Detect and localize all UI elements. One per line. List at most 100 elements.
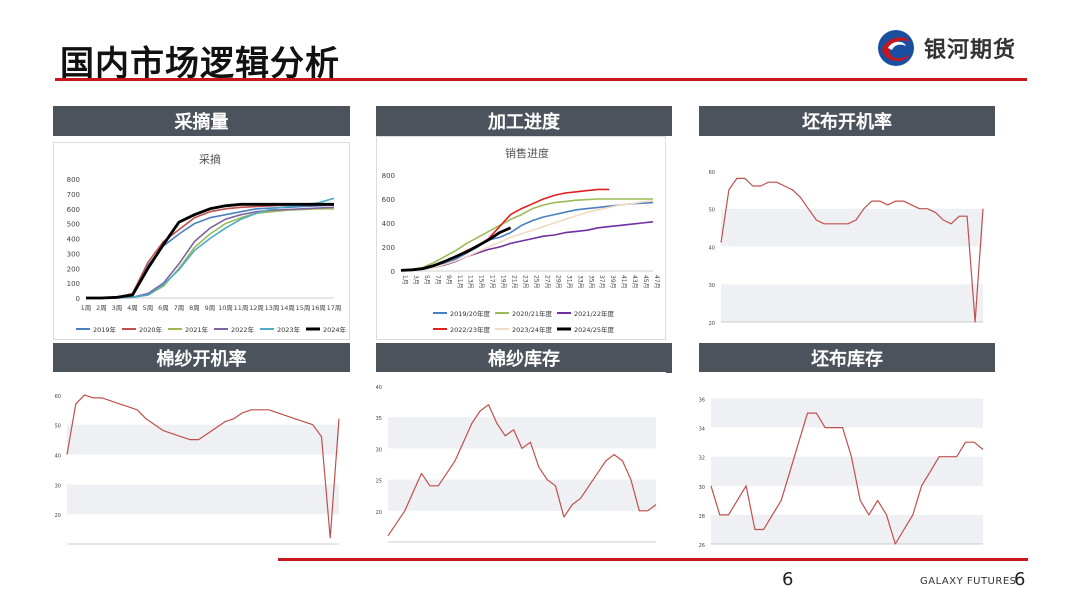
x-tick-label: 17周 <box>327 304 342 312</box>
y-tick-label: 30 <box>699 485 705 491</box>
x-tick-label: 14周 <box>280 304 295 312</box>
x-tick-label: 11月 <box>456 275 463 289</box>
legend-label: 2024年 <box>323 325 347 334</box>
chart-yarn-stock: 20 25 30 35 40 <box>376 372 666 556</box>
y-tick-label: 300 <box>67 250 80 258</box>
series-line <box>710 412 984 545</box>
x-tick-label: 19月 <box>500 275 507 289</box>
plot-band <box>67 424 339 455</box>
series-line <box>86 197 335 299</box>
x-tick-label: 39月 <box>609 275 616 289</box>
x-tick-label: 9月 <box>445 275 452 285</box>
x-tick-label: 9周 <box>205 304 216 312</box>
brand-logo: 银河期货 <box>876 28 1030 68</box>
chart-title: 销售进度 <box>505 146 549 160</box>
y-tick-label: 30 <box>55 483 61 489</box>
x-tick-label: 16周 <box>311 304 326 312</box>
series-line <box>86 202 334 300</box>
panel-header-greycloth-stock: 坯布库存 <box>699 343 995 373</box>
legend-label: 2022年 <box>231 325 255 334</box>
y-tick-label: 28 <box>699 514 705 520</box>
y-tick-label: 200 <box>67 265 80 273</box>
panel-header-yarn-rate: 棉纱开机率 <box>53 343 350 373</box>
y-tick-label: 100 <box>67 280 80 288</box>
page-title: 国内市场逻辑分析 <box>60 44 340 84</box>
y-tick-label: 20 <box>55 513 61 519</box>
plot-band <box>388 417 656 449</box>
y-tick-label: 60 <box>709 170 715 176</box>
x-tick-label: 7月 <box>434 275 441 285</box>
series-line <box>66 394 340 539</box>
x-tick-label: 7周 <box>174 304 185 312</box>
chart-picking: 采摘 0 100 200 300 400 500 600 700 800 1周 2周 3周 4周 5周 6周 7… <box>53 142 350 340</box>
plot-band <box>711 456 983 486</box>
plot-band <box>67 484 339 515</box>
x-tick-label: 47月 <box>653 275 660 289</box>
x-tick-label: 43月 <box>631 275 638 289</box>
y-tick-label: 200 <box>382 244 395 252</box>
series-line <box>86 204 334 299</box>
x-tick-label: 2周 <box>96 304 107 312</box>
x-tick-label: 3周 <box>112 304 123 312</box>
y-tick-label: 500 <box>67 221 80 229</box>
legend-label: 2020年 <box>139 325 163 334</box>
x-tick-label: 25月 <box>532 275 539 289</box>
series-line <box>86 208 334 299</box>
y-tick-label: 20 <box>376 510 382 516</box>
legend-label: 2021/22年度 <box>574 309 615 318</box>
y-tick-label: 0 <box>391 268 395 276</box>
chart-greycloth-rate: 20 30 40 50 60 <box>699 136 995 341</box>
x-tick-label: 15周 <box>296 304 311 312</box>
y-tick-label: 35 <box>376 416 382 422</box>
y-tick-label: 600 <box>382 196 395 204</box>
legend-label: 2024/25年度 <box>574 325 615 334</box>
series-line <box>400 198 653 272</box>
legend-label: 2021年 <box>185 325 209 334</box>
x-tick-label: 23月 <box>522 275 529 289</box>
page-number-center: 6 <box>782 569 794 590</box>
y-tick-label: 700 <box>67 191 80 199</box>
legend-label: 2022/23年度 <box>450 325 491 334</box>
panel-header-yarn-stock: 棉纱库存 <box>376 343 672 373</box>
chart-greycloth-stock: 26 28 30 32 34 36 <box>699 372 995 556</box>
x-tick-label: 11周 <box>234 304 249 312</box>
page-number-right: 6 <box>1014 569 1026 590</box>
title-underline <box>55 78 1027 81</box>
y-tick-label: 400 <box>382 220 395 228</box>
chart-title: 采摘 <box>199 152 221 166</box>
y-tick-label: 25 <box>376 479 382 485</box>
x-tick-label: 17月 <box>489 275 496 289</box>
y-tick-label: 40 <box>709 245 715 251</box>
x-tick-label: 12周 <box>249 304 264 312</box>
x-tick-label: 29月 <box>554 275 561 289</box>
x-tick-label: 8周 <box>189 304 200 312</box>
chart-yarn-rate: 20 30 40 50 60 <box>53 372 350 556</box>
bottom-rule <box>278 558 1028 561</box>
series-line <box>400 226 512 272</box>
plot-band <box>711 514 983 544</box>
legend-label: 2023年 <box>277 325 301 334</box>
y-tick-label: 34 <box>699 427 705 433</box>
x-tick-label: 15月 <box>478 275 485 289</box>
x-tick-label: 3月 <box>412 275 419 285</box>
y-tick-label: 32 <box>699 456 705 462</box>
y-tick-label: 20 <box>709 321 715 327</box>
x-tick-label: 37月 <box>598 275 605 289</box>
x-tick-label: 1周 <box>81 304 92 312</box>
x-tick-label: 6周 <box>158 304 169 312</box>
galaxy-logo-icon <box>878 30 914 66</box>
panel-header-greycloth-rate: 坯布开机率 <box>699 106 995 136</box>
y-tick-label: 36 <box>699 398 705 404</box>
y-tick-label: 50 <box>709 208 715 214</box>
series-line <box>720 177 984 323</box>
series-line <box>387 404 657 537</box>
y-tick-label: 600 <box>67 206 80 214</box>
y-tick-label: 60 <box>55 394 61 400</box>
x-tick-label: 31月 <box>565 275 572 289</box>
y-tick-label: 40 <box>376 385 382 391</box>
x-tick-label: 13周 <box>265 304 280 312</box>
x-tick-label: 35月 <box>587 275 594 289</box>
legend-label: 2019年 <box>93 325 117 334</box>
legend-label: 2023/24年度 <box>512 325 553 334</box>
plot-band <box>721 284 983 322</box>
